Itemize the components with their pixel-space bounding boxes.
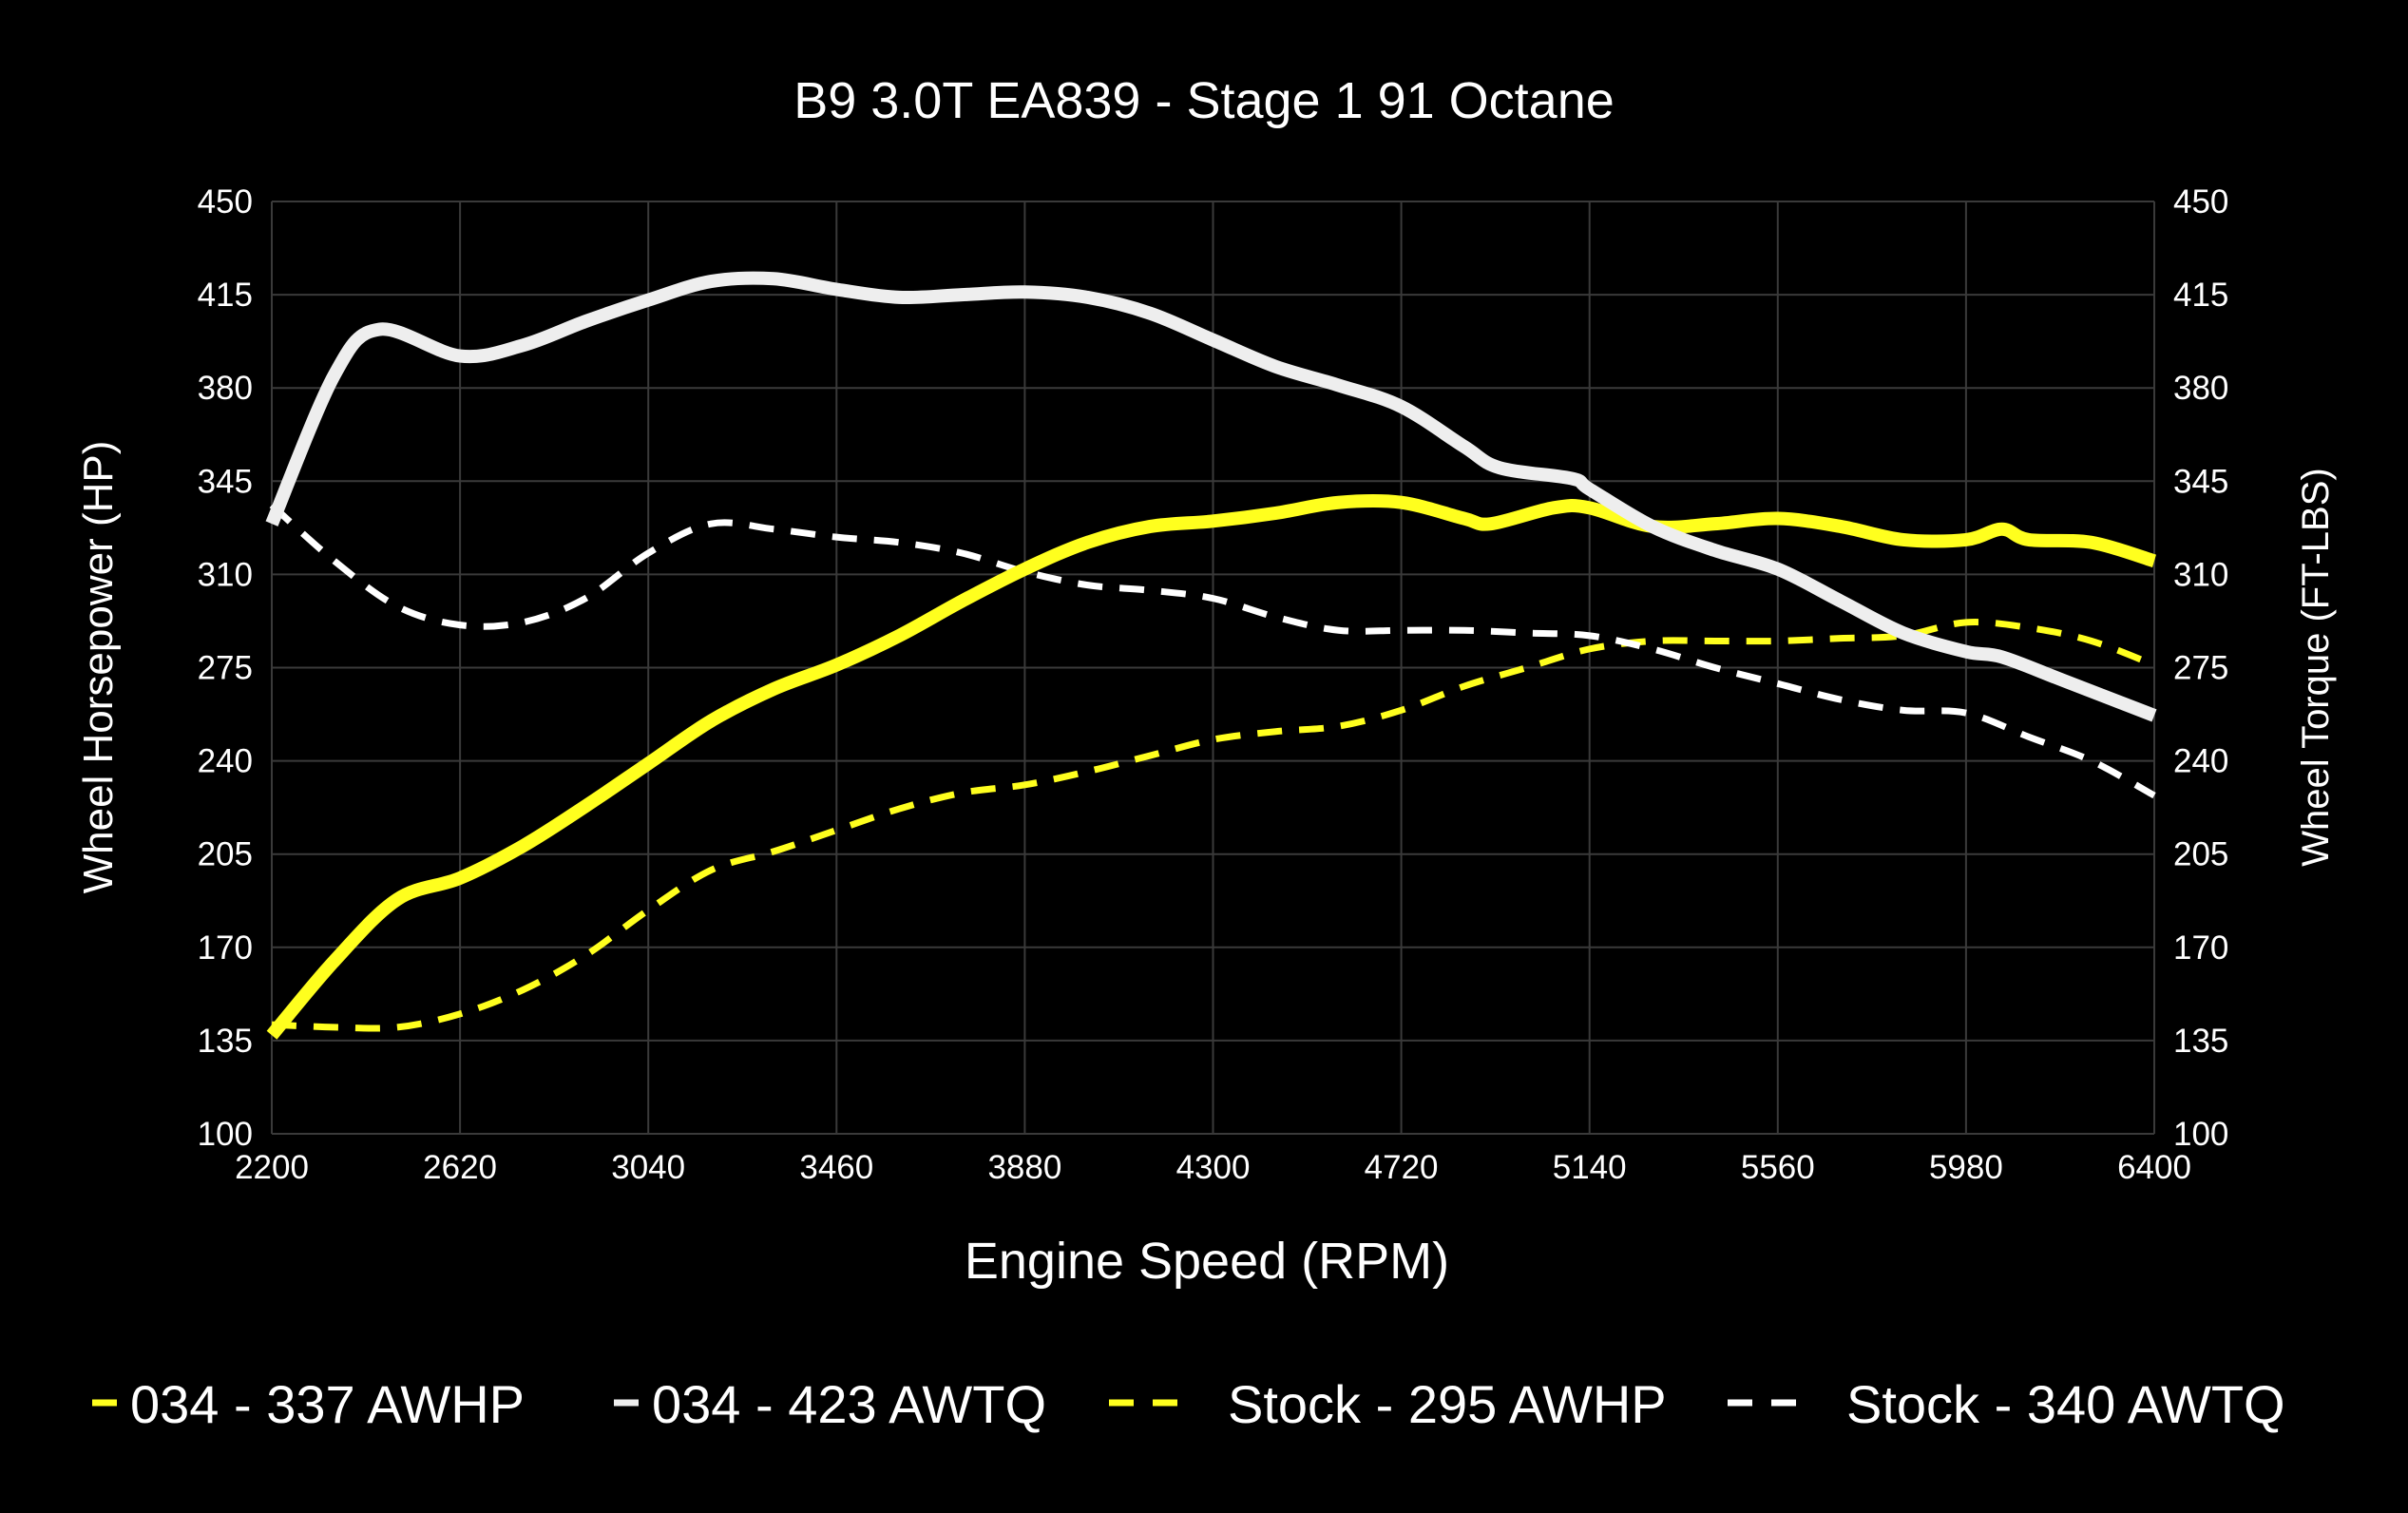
y-tick-label-right: 170 [2173,929,2228,967]
series-line-0 [266,493,2157,1040]
legend: 034 - 337 AWHP 034 - 423 AWTQ Stock - 295 … [92,1374,2285,1434]
x-tick-label: 5560 [1741,1149,1815,1186]
y-tick-label-right: 205 [2173,836,2228,873]
y-axis-label-right: Wheel Torque (FT-LBS) [2295,468,2337,866]
y-tick-label-right: 100 [2173,1116,2228,1153]
x-tick-label: 4720 [1365,1149,1439,1186]
y-tick-label-left: 100 [198,1116,253,1153]
series-line-3 [269,502,2156,799]
y-tick-label-right: 310 [2173,556,2228,593]
grid [271,201,2155,1135]
x-tick-label: 4300 [1176,1149,1251,1186]
x-tick-label: 2200 [235,1149,309,1186]
y-tick-label-right: 415 [2173,277,2228,314]
y-tick-label-right: 135 [2173,1023,2228,1060]
legend-item: Stock - 295 AWHP [1109,1374,1667,1434]
x-tick-label: 5980 [1929,1149,2003,1186]
y-tick-label-left: 415 [198,277,253,314]
x-axis-label: Engine Speed (RPM) [965,1233,1449,1290]
y-tick-label-left: 310 [198,556,253,593]
x-tick-label: 5140 [1553,1149,1627,1186]
series-line-1 [265,271,2157,722]
y-tick-label-left: 275 [198,650,253,687]
legend-item: 034 - 337 AWHP [92,1374,525,1434]
legend-item: 034 - 423 AWTQ [614,1374,1046,1434]
legend-label: Stock - 295 AWHP [1228,1374,1667,1434]
legend-label: 034 - 337 AWHP [130,1374,525,1434]
y-tick-label-right: 275 [2173,650,2228,687]
legend-item: Stock - 340 AWTQ [1728,1374,2285,1434]
y-tick-label-right: 380 [2173,370,2228,407]
x-tick-label: 6400 [2117,1149,2191,1186]
legend-label: 034 - 423 AWTQ [652,1374,1046,1434]
x-tick-label: 3460 [799,1149,873,1186]
y-tick-label-left: 135 [198,1023,253,1060]
y-tick-label-left: 240 [198,743,253,780]
series-line-2 [271,619,2156,1032]
y-tick-label-right: 240 [2173,743,2228,780]
tick-labels: 2200 2620 3040 3460 3880 4300 4720 5140 5560 5980… [198,183,2229,1186]
x-tick-label: 3040 [611,1149,685,1186]
x-tick-label: 2620 [423,1149,497,1186]
y-tick-label-left: 450 [198,183,253,220]
y-tick-label-right: 450 [2173,183,2228,220]
y-tick-label-left: 170 [198,929,253,967]
x-tick-label: 3880 [987,1149,1061,1186]
y-tick-label-right: 345 [2173,463,2228,500]
series-lines [265,271,2157,1040]
legend-label: Stock - 340 AWTQ [1846,1374,2285,1434]
y-tick-label-left: 380 [198,370,253,407]
y-axis-label-left: Wheel Horsepower (HP) [75,441,122,894]
chart-title: B9 3.0T EA839 - Stage 1 91 Octane [793,72,1615,129]
y-tick-label-left: 345 [198,463,253,500]
y-tick-label-left: 205 [198,836,253,873]
